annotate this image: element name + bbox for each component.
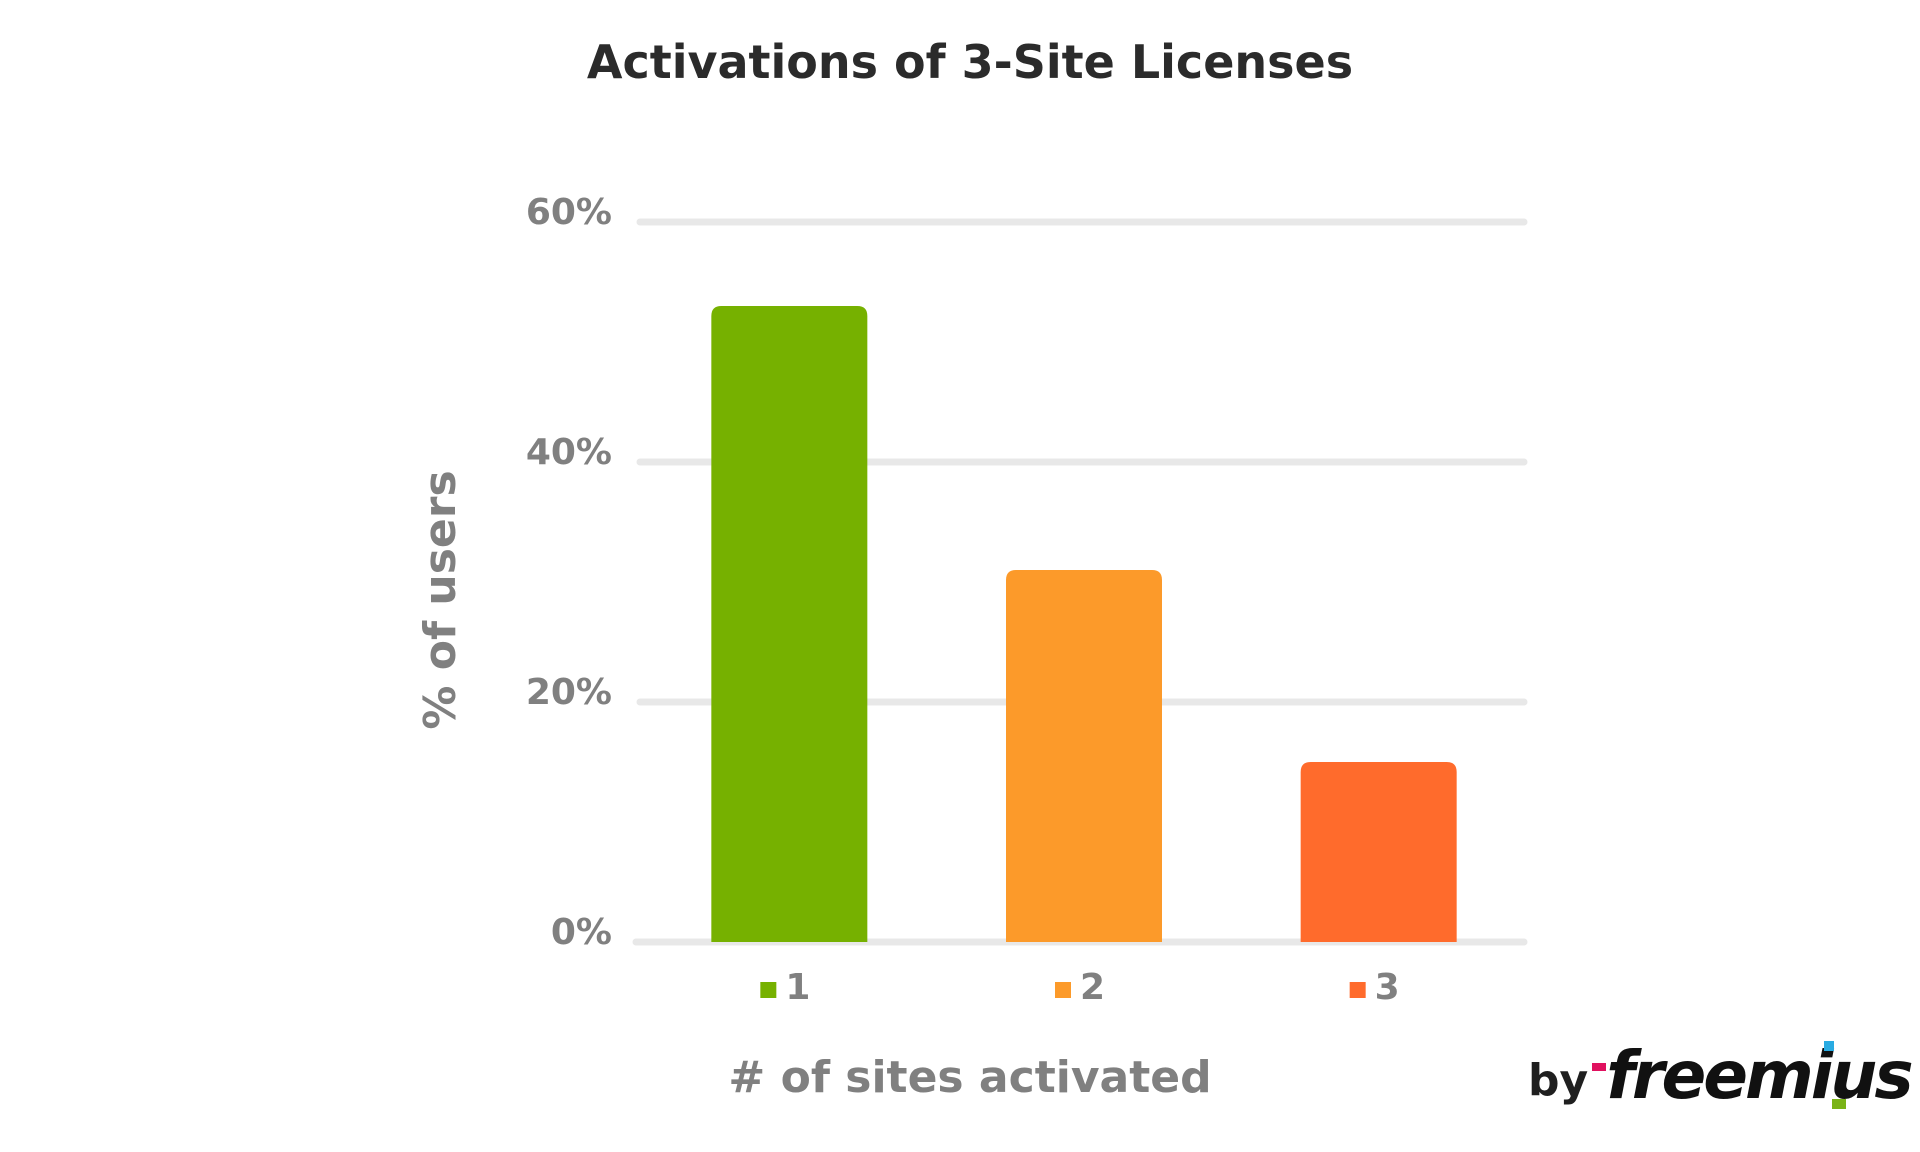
legend-label-3: 3 xyxy=(1375,967,1400,1008)
bar-1 xyxy=(711,306,868,942)
legend: 1 2 3 xyxy=(760,967,1400,1008)
x-axis-label: # of sites activated xyxy=(728,1052,1211,1103)
legend-swatch-2 xyxy=(1055,982,1071,998)
brand-by-label: by xyxy=(1528,1055,1589,1106)
y-tick-label: 0% xyxy=(551,912,612,953)
bar-2 xyxy=(1006,570,1162,942)
y-tick-labels: 0% 20% 40% 60% xyxy=(526,192,612,953)
legend-swatch-1 xyxy=(760,982,777,998)
y-tick-label: 60% xyxy=(526,192,612,233)
legend-swatch-3 xyxy=(1349,982,1366,998)
chart-title: Activations of 3-Site Licenses xyxy=(587,35,1353,89)
y-tick-label: 40% xyxy=(526,432,612,473)
bars xyxy=(711,306,1457,942)
brand-logo-text: freemius xyxy=(1606,1037,1913,1114)
freemius-logo-icon: freemius xyxy=(1592,1041,1914,1109)
y-tick-label: 20% xyxy=(526,672,612,713)
bar-3 xyxy=(1300,762,1457,942)
legend-label-1: 1 xyxy=(785,967,810,1008)
brand-attribution: by freemius xyxy=(1528,1041,1914,1109)
y-axis-label: % of users xyxy=(415,470,466,729)
legend-label-2: 2 xyxy=(1080,967,1105,1008)
logo-accent-blue xyxy=(1824,1041,1835,1051)
logo-accent-pink xyxy=(1592,1063,1607,1071)
logo-accent-green xyxy=(1832,1099,1847,1109)
